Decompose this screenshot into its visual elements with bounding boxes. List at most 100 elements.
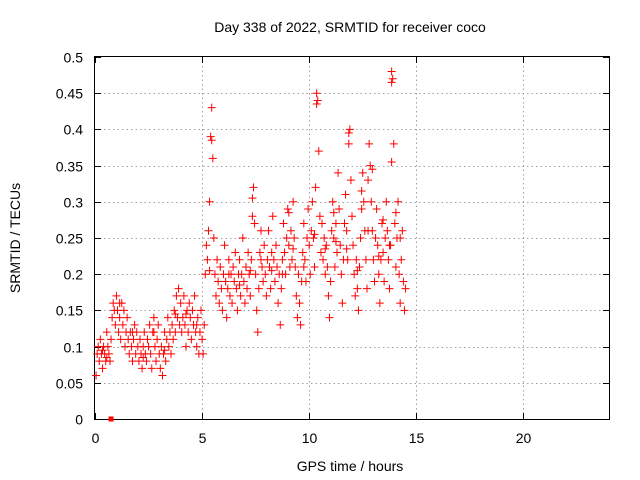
data-point <box>336 241 345 250</box>
data-point <box>289 244 298 253</box>
data-point <box>218 306 227 315</box>
data-point <box>358 168 367 177</box>
data-point <box>284 208 293 217</box>
data-point <box>190 291 199 300</box>
data-point <box>334 168 343 177</box>
data-point <box>374 252 383 261</box>
data-point <box>224 270 233 279</box>
data-point <box>296 320 305 329</box>
data-point <box>389 139 398 148</box>
data-point <box>301 277 310 286</box>
x-tick-label: 20 <box>516 430 532 446</box>
data-point <box>231 248 240 257</box>
data-point <box>335 205 344 214</box>
data-point <box>105 357 114 366</box>
data-point <box>391 208 400 217</box>
data-point <box>305 241 314 250</box>
data-point <box>248 194 257 203</box>
data-point <box>143 335 152 344</box>
data-point <box>371 234 380 242</box>
data-point <box>182 342 191 351</box>
data-point <box>158 371 167 380</box>
y-tick-label: 0.25 <box>56 231 83 247</box>
data-point <box>172 291 181 300</box>
x-axis: 0 5 10 15 20 <box>92 57 532 446</box>
data-point <box>130 320 139 329</box>
data-point <box>244 248 253 257</box>
data-point <box>188 306 197 315</box>
data-point <box>235 255 244 264</box>
data-point <box>259 277 268 286</box>
data-point <box>216 262 225 271</box>
data-point <box>357 205 366 214</box>
data-point <box>195 328 204 337</box>
data-point <box>299 262 308 271</box>
data-point <box>379 248 388 257</box>
data-point <box>343 255 352 264</box>
data-point <box>286 226 295 235</box>
data-point <box>246 291 255 300</box>
x-axis-label: GPS time / hours <box>297 458 404 474</box>
data-point <box>324 291 333 300</box>
data-point <box>306 270 315 279</box>
data-point <box>338 299 347 308</box>
data-point <box>205 197 214 206</box>
data-point <box>331 237 340 246</box>
y-tick-label: 0.45 <box>56 86 83 102</box>
y-axis-label: SRMTID / TECUs <box>7 183 23 293</box>
data-point <box>123 313 132 322</box>
data-point <box>221 277 230 286</box>
data-point <box>254 284 263 293</box>
data-point <box>116 335 125 344</box>
data-point <box>160 346 169 355</box>
data-point <box>331 219 340 228</box>
data-point <box>353 266 362 275</box>
data-point <box>258 262 267 271</box>
data-point <box>252 306 261 315</box>
data-point <box>212 291 221 300</box>
data-point <box>112 291 121 300</box>
data-point <box>269 255 278 264</box>
data-point <box>204 226 213 235</box>
data-point <box>239 277 248 286</box>
data-point <box>341 190 350 199</box>
y-tick-label: 0.5 <box>64 50 84 66</box>
data-point <box>322 241 331 250</box>
data-point <box>182 310 191 319</box>
data-point <box>153 335 162 344</box>
data-point <box>261 270 270 279</box>
data-point <box>108 313 117 322</box>
data-point <box>377 219 386 228</box>
data-point <box>249 183 258 192</box>
data-point <box>230 277 239 286</box>
data-point <box>266 284 275 293</box>
data-point <box>102 353 111 362</box>
data-point <box>253 328 262 337</box>
data-point <box>146 349 155 358</box>
data-point <box>156 364 165 373</box>
data-point <box>170 306 179 315</box>
data-point <box>229 262 238 271</box>
data-point <box>385 241 394 250</box>
data-point <box>399 277 408 286</box>
data-point <box>278 255 287 264</box>
data-point <box>375 299 384 308</box>
data-point <box>267 248 276 257</box>
data-point <box>348 212 356 221</box>
data-point <box>193 313 202 322</box>
data-point <box>185 299 194 308</box>
data-point <box>274 299 283 308</box>
x-tick-label: 5 <box>199 430 207 446</box>
data-point <box>310 230 319 239</box>
data-point <box>207 103 216 112</box>
data-point <box>366 161 375 170</box>
data-point <box>395 270 404 279</box>
data-point <box>398 226 407 235</box>
data-point <box>236 291 245 300</box>
data-point <box>104 349 113 358</box>
data-point <box>390 219 399 228</box>
data-point <box>154 320 163 329</box>
data-point <box>139 353 148 362</box>
data-point <box>380 277 389 286</box>
